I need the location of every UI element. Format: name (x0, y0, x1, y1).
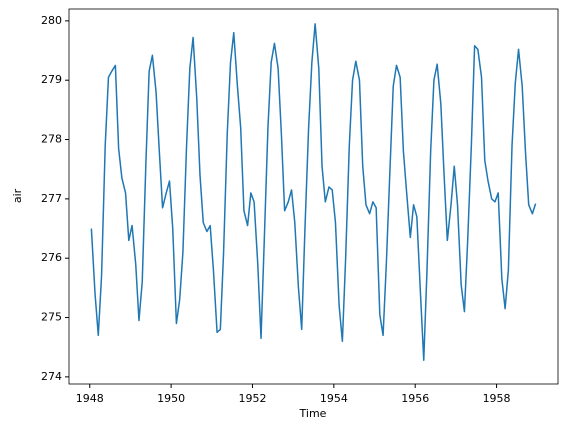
x-tick-label: 1956 (401, 392, 429, 405)
y-tick-label: 275 (41, 311, 62, 324)
y-axis-label: air (11, 188, 24, 203)
y-tick-label: 278 (41, 133, 62, 146)
y-tick-label: 280 (41, 14, 62, 27)
y-tick-label: 277 (41, 192, 62, 205)
x-tick-label: 1948 (76, 392, 104, 405)
x-tick-label: 1954 (320, 392, 348, 405)
data-line (90, 23, 537, 362)
x-tick-label: 1950 (157, 392, 185, 405)
x-axis-label: Time (299, 407, 327, 420)
x-tick-label: 1958 (483, 392, 511, 405)
x-tick-label: 1952 (238, 392, 266, 405)
y-tick-label: 279 (41, 73, 62, 86)
y-tick-label: 276 (41, 251, 62, 264)
plot-frame (68, 8, 559, 385)
y-tick-label: 274 (41, 370, 62, 383)
